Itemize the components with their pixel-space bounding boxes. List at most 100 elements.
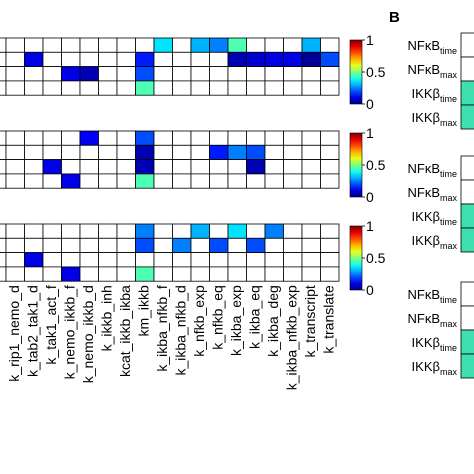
heatmap-cell	[190, 37, 210, 53]
heatmap-cell	[301, 159, 321, 175]
column-label: k_ikba_eq	[247, 285, 263, 349]
panel-b-cell	[460, 305, 474, 331]
heatmap-cell	[24, 37, 44, 53]
panel-b-row-label: NFκBtime	[407, 161, 457, 179]
heatmap-cell	[116, 51, 136, 67]
heatmap-cell	[246, 66, 266, 82]
column-label: k_transcript	[302, 285, 318, 357]
panel-b-row-label: NFκBtime	[407, 287, 457, 305]
panel-b-row-label: IKKβtime	[412, 209, 457, 227]
column-label: k_rip1_nemo_d	[6, 285, 22, 382]
panel-b-cell	[460, 227, 474, 253]
panel-b-label: B	[389, 9, 400, 26]
colorbar-tick-label: 0	[366, 96, 374, 112]
heatmap-cell	[42, 130, 62, 146]
column-label: k_nfkb_exp	[191, 285, 207, 357]
heatmap-cell	[0, 80, 7, 96]
heatmap-cell	[153, 144, 173, 161]
column-label: k_tak1_act_f	[43, 285, 59, 364]
heatmap-cell	[264, 37, 284, 53]
heatmap-cell	[209, 51, 229, 67]
heatmap-cell	[301, 223, 321, 239]
heatmap-cell	[42, 66, 62, 82]
panel-b-row-label: IKKβtime	[412, 86, 457, 104]
heatmap-cell	[79, 80, 99, 96]
heatmap-cell	[227, 252, 247, 268]
panel-b-cell	[460, 329, 474, 355]
heatmap-cell	[24, 173, 44, 189]
heatmap-cell	[153, 237, 173, 254]
heatmap-cell	[172, 252, 192, 268]
heatmap-cell	[5, 266, 25, 282]
heatmap-cell	[24, 223, 44, 239]
heatmap-cell	[61, 66, 81, 82]
heatmap-cell	[320, 266, 340, 282]
heatmap-cell	[5, 80, 25, 96]
heatmap-cell	[283, 159, 303, 175]
heatmap-cell	[135, 159, 155, 175]
heatmap-cell	[283, 266, 303, 282]
panel-b-cell	[460, 80, 474, 106]
heatmap-cell	[24, 144, 44, 161]
heatmap-cell	[42, 223, 62, 239]
heatmap-cell	[98, 159, 118, 175]
heatmap-cell	[24, 66, 44, 82]
heatmap-cell	[79, 159, 99, 175]
heatmap-cell	[61, 223, 81, 239]
heatmap-cell	[0, 159, 7, 175]
heatmap-cell	[227, 173, 247, 189]
heatmap-cell	[172, 223, 192, 239]
heatmap-cell	[24, 159, 44, 175]
heatmap-cell	[301, 37, 321, 53]
heatmap-panel-2	[0, 130, 340, 189]
heatmap-cell	[172, 237, 192, 254]
heatmap-cell	[61, 266, 81, 282]
heatmap-cell	[0, 66, 7, 82]
heatmap-cell	[79, 237, 99, 254]
heatmap-cell	[190, 144, 210, 161]
heatmap-cell	[5, 37, 25, 53]
heatmap-cell	[301, 66, 321, 82]
heatmap-cell	[0, 37, 7, 53]
heatmap-cell	[264, 223, 284, 239]
heatmap-cell	[227, 237, 247, 254]
column-label: k_nemo_ikkb_f	[62, 285, 78, 379]
heatmap-cell	[264, 51, 284, 67]
column-label: k_ikba_deg	[265, 285, 281, 357]
heatmap-cell	[320, 66, 340, 82]
heatmap-cell	[153, 266, 173, 282]
heatmap-cell	[61, 144, 81, 161]
panel-b-row-label: NFκBmax	[407, 185, 457, 203]
heatmap-cell	[79, 144, 99, 161]
heatmap-cell	[301, 173, 321, 189]
heatmap-cell	[24, 237, 44, 254]
heatmap-cell	[320, 173, 340, 189]
heatmap-cell	[116, 223, 136, 239]
heatmap-cell	[24, 130, 44, 146]
heatmap-panel-3	[0, 223, 340, 282]
heatmap-cell	[301, 130, 321, 146]
heatmap-cell	[190, 130, 210, 146]
heatmap-cell	[0, 130, 7, 146]
heatmap-cell	[42, 173, 62, 189]
heatmap-panel-1	[0, 37, 340, 96]
heatmap-cell	[116, 252, 136, 268]
heatmap-cell	[172, 51, 192, 67]
heatmap-cell	[0, 237, 7, 254]
heatmap-cell	[209, 173, 229, 189]
heatmap-cell	[320, 237, 340, 254]
panel-b-cell	[460, 56, 474, 82]
heatmap-cell	[135, 144, 155, 161]
heatmap-cell	[98, 130, 118, 146]
heatmap-cell	[246, 51, 266, 67]
heatmap-cell	[209, 252, 229, 268]
heatmap-cell	[0, 223, 7, 239]
heatmap-cell	[116, 173, 136, 189]
colorbar-tick-label: 0	[366, 189, 374, 205]
column-label: kcat_ikkb_ikba	[117, 285, 133, 377]
heatmap-cell	[209, 223, 229, 239]
panel-b-group-2: NFκBtime NFκBmax IKKβtime IKKβmax	[407, 155, 474, 253]
heatmap-cell	[227, 144, 247, 161]
heatmap-cell	[264, 266, 284, 282]
